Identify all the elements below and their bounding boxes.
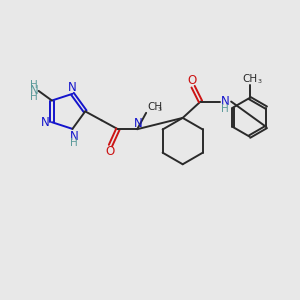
Text: H: H [221,104,229,114]
Text: N: N [41,116,50,129]
Text: O: O [187,74,196,87]
Text: O: O [106,145,115,158]
Text: N: N [68,81,77,94]
Text: H: H [70,138,78,148]
Text: $_3$: $_3$ [257,76,262,85]
Text: H: H [30,92,38,103]
Text: CH: CH [242,74,257,84]
Text: N: N [70,130,78,143]
Text: H: H [30,80,38,90]
Text: N: N [134,117,142,130]
Text: N: N [221,95,230,108]
Text: $_3$: $_3$ [157,105,162,114]
Text: N: N [30,84,39,98]
Text: CH: CH [148,102,163,112]
